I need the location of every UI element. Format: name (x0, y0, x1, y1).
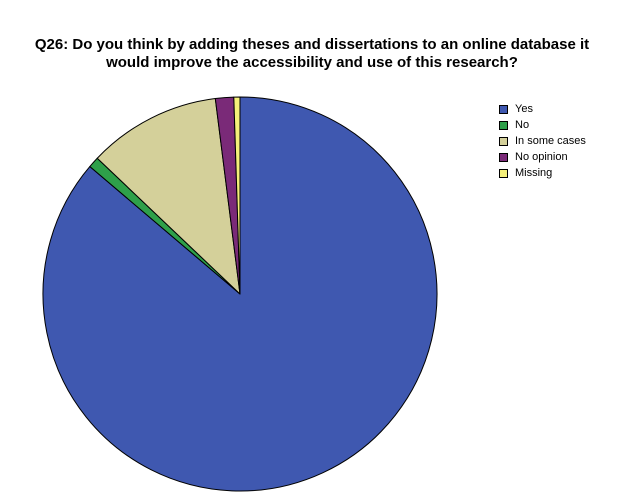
chart-title-line-2: would improve the accessibility and use … (106, 54, 518, 71)
legend-label-no-opinion: No opinion (515, 151, 568, 163)
legend-swatch-in-some-cases (499, 136, 508, 146)
legend: Yes No In some cases No opinion Missing (499, 101, 619, 181)
legend-label-no: No (515, 119, 530, 131)
legend-item-missing: Missing (499, 165, 619, 181)
legend-item-no-opinion: No opinion (499, 149, 619, 165)
legend-label-missing: Missing (515, 167, 553, 179)
pie-slice-yes (42, 96, 438, 492)
legend-swatch-no-opinion (499, 152, 508, 162)
pie-slice-missing (233, 96, 241, 295)
legend-label-in-some-cases: In some cases (515, 135, 586, 147)
legend-swatch-missing (499, 168, 508, 178)
legend-item-in-some-cases: In some cases (499, 133, 619, 149)
chart-title-line-1: Q26: Do you think by adding theses and d… (34, 36, 590, 53)
legend-swatch-no (499, 120, 508, 130)
legend-item-no: No (499, 117, 619, 133)
chart-title: Q26: Do you think by adding theses and d… (0, 36, 624, 72)
legend-item-yes: Yes (499, 101, 619, 117)
legend-swatch-yes (499, 104, 508, 114)
pie-slice-in-some-cases (96, 98, 241, 295)
legend-label-yes: Yes (515, 103, 533, 115)
